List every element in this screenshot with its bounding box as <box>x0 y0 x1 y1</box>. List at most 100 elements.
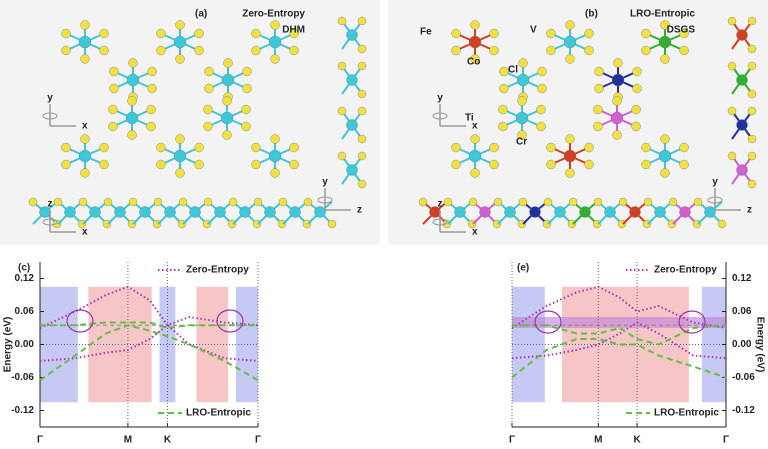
cl-atom <box>747 44 757 54</box>
rotate-icon <box>42 218 58 226</box>
cl-atom <box>241 104 251 115</box>
panel-title: DHM <box>282 25 305 36</box>
metal-atom <box>78 149 92 163</box>
cl-atom <box>175 54 185 64</box>
cl-atom <box>451 159 461 170</box>
metal-atom <box>554 206 566 218</box>
cl-atom <box>537 66 547 77</box>
cl-atom <box>727 16 737 26</box>
cl-atom <box>612 130 622 140</box>
metal-atom <box>515 111 529 125</box>
cl-atom <box>747 106 757 116</box>
cl-atom <box>61 28 71 39</box>
metal-atom <box>736 164 748 176</box>
element-label: Cl <box>508 65 518 76</box>
axis-letter: y <box>437 93 443 104</box>
cl-atom <box>223 58 233 68</box>
axis-letter: y <box>322 177 328 188</box>
y-tick-label: -0.12 <box>11 405 34 416</box>
y-tick-label: 0.00 <box>732 339 752 350</box>
cl-atom <box>593 197 603 207</box>
axis-letter: y <box>47 93 53 104</box>
cl-atom <box>228 197 238 207</box>
metal-atom <box>173 35 187 49</box>
cl-atom <box>242 66 252 77</box>
metal-atom <box>736 119 748 131</box>
cl-atom <box>156 142 166 153</box>
metal-atom <box>504 206 516 218</box>
metal-atom <box>563 149 577 163</box>
axis-letter: x <box>472 227 478 238</box>
metal-atom <box>221 73 235 87</box>
metal-atom <box>114 206 126 218</box>
cl-atom <box>327 219 337 229</box>
cl-atom <box>536 104 546 115</box>
cl-atom <box>517 96 527 106</box>
cl-atom <box>175 134 185 144</box>
metal-atom <box>239 206 251 218</box>
cl-atom <box>470 54 480 64</box>
y-tick-label: 0.06 <box>15 306 35 317</box>
cl-atom <box>641 28 651 39</box>
cl-atom <box>103 197 113 207</box>
cl-atom <box>693 197 703 207</box>
panel-title: DSGS <box>667 25 696 36</box>
band-line <box>512 324 727 346</box>
cl-atom <box>489 159 499 170</box>
cl-atom <box>498 121 508 132</box>
metal-atom <box>264 206 276 218</box>
region <box>88 286 152 403</box>
metal-atom <box>173 149 187 163</box>
cl-atom <box>253 197 263 207</box>
cl-atom <box>470 134 480 144</box>
panel-label: (a) <box>195 9 207 20</box>
cl-atom <box>156 159 166 170</box>
cl-atom <box>546 159 556 170</box>
cl-atom <box>80 20 90 30</box>
cl-atom <box>127 130 137 140</box>
cl-atom <box>251 45 261 56</box>
cl-atom <box>61 45 71 56</box>
band-line <box>511 321 727 360</box>
cl-atom <box>632 83 642 94</box>
y-axis-title: Energy (eV) <box>3 317 14 373</box>
cl-atom <box>80 134 90 144</box>
cl-atom <box>565 134 575 144</box>
metal-atom <box>89 206 101 218</box>
cl-atom <box>641 45 651 56</box>
cl-atom <box>660 54 670 64</box>
y-tick-label: -0.06 <box>732 372 755 383</box>
cl-atom <box>632 66 642 77</box>
region <box>159 286 176 403</box>
x-tick-label: Γ <box>509 435 515 446</box>
metal-atom <box>468 35 482 49</box>
cl-atom <box>251 28 261 39</box>
cl-atom <box>643 197 653 207</box>
panel-title: Zero-Entropy <box>242 9 305 20</box>
band-line <box>39 285 259 329</box>
cl-atom <box>518 58 528 68</box>
cl-atom <box>546 142 556 153</box>
rotate-icon <box>707 196 723 204</box>
panel-a-bg <box>0 0 380 245</box>
cl-atom <box>679 159 689 170</box>
y-tick-label: 0.12 <box>732 273 752 284</box>
cl-atom <box>303 197 313 207</box>
cl-atom <box>443 197 453 207</box>
cl-atom <box>668 197 678 207</box>
metal-atom <box>289 206 301 218</box>
metal-atom <box>736 29 748 41</box>
metal-atom <box>704 206 716 218</box>
metal-atom <box>629 206 641 218</box>
cl-atom <box>584 28 594 39</box>
axis-letter: y <box>712 177 718 188</box>
band-line <box>40 321 258 330</box>
rotate-icon <box>432 218 448 226</box>
cl-atom <box>251 159 261 170</box>
metal-atom <box>346 74 358 86</box>
cl-atom <box>499 83 509 94</box>
cl-atom <box>717 219 727 229</box>
metal-atom <box>189 206 201 218</box>
rotate-icon <box>432 112 448 120</box>
cl-atom <box>128 58 138 68</box>
